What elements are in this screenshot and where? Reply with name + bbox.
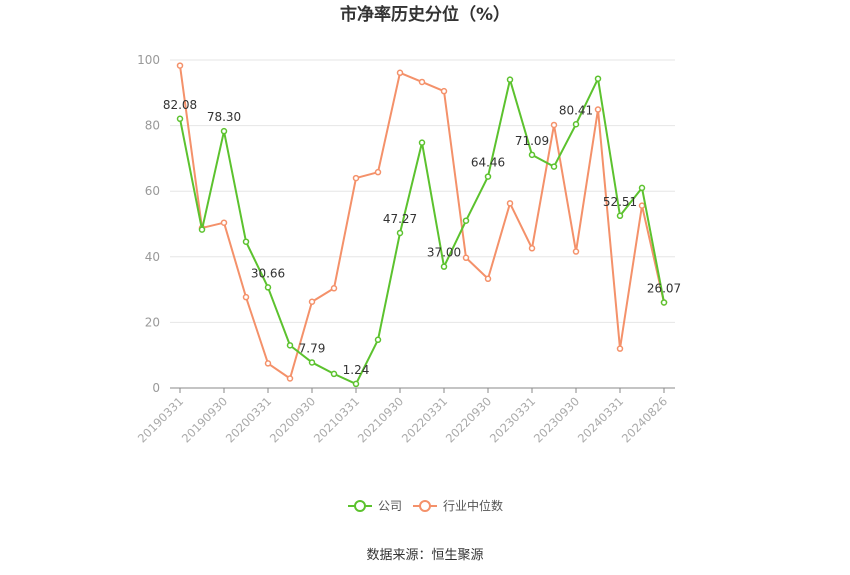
data-label: 71.09 — [515, 134, 549, 148]
legend-industry-marker — [419, 500, 431, 512]
y-tick-label: 40 — [145, 250, 160, 264]
industry-point — [242, 293, 250, 301]
data-label: 52.51 — [603, 195, 637, 209]
x-tick-label: 20200930 — [267, 394, 318, 445]
data-label: 1.24 — [343, 363, 370, 377]
industry-point — [396, 69, 404, 77]
industry-point — [484, 275, 492, 283]
grid-lines — [170, 59, 675, 323]
company-point — [396, 229, 404, 237]
industry-point — [352, 174, 360, 182]
industry-point — [176, 62, 184, 69]
industry-point — [528, 245, 536, 252]
x-tick-label: 20230331 — [487, 394, 538, 445]
legend-company-label: 公司 — [378, 499, 402, 513]
industry-point — [550, 121, 558, 129]
data-labels: 82.08 78.30 30.66 7.79 1.24 47.27 37.00 64.46 71… — [163, 98, 681, 377]
industry-point — [264, 360, 272, 367]
data-label: 30.66 — [251, 266, 285, 280]
x-tick-label: 20240331 — [575, 394, 626, 445]
industry-point — [462, 254, 470, 262]
x-tick-label: 20210331 — [311, 394, 362, 445]
data-label: 82.08 — [163, 98, 197, 112]
industry-point — [440, 87, 448, 95]
company-point — [484, 173, 492, 180]
chart-title: 市净率历史分位（%） — [340, 4, 510, 25]
company-point — [616, 212, 624, 220]
company-point — [638, 184, 646, 192]
industry-point — [616, 345, 624, 352]
data-label: 78.30 — [207, 110, 241, 124]
data-label: 37.00 — [427, 246, 461, 260]
company-point — [572, 121, 580, 128]
company-point — [506, 76, 514, 83]
industry-point — [594, 106, 602, 113]
data-label: 7.79 — [299, 341, 326, 355]
x-tick-label: 20190331 — [135, 394, 186, 445]
data-label: 64.46 — [471, 156, 505, 170]
company-point — [462, 217, 470, 224]
series-company — [176, 75, 668, 388]
x-tick-label: 20210930 — [355, 394, 406, 445]
company-point — [352, 380, 360, 388]
company-point — [242, 238, 250, 245]
x-tick-label: 20190930 — [179, 394, 230, 445]
x-tick-label: 20230930 — [531, 394, 582, 445]
x-tick-label: 20200331 — [223, 394, 274, 445]
data-label: 47.27 — [383, 212, 417, 226]
data-label: 26.07 — [647, 281, 681, 295]
legend-item-company[interactable]: 公司 — [348, 499, 402, 513]
company-point — [286, 342, 294, 349]
y-tick-label: 80 — [145, 119, 160, 133]
x-tick-label: 20220331 — [399, 394, 450, 445]
x-tick-label: 20220930 — [443, 394, 494, 445]
industry-point — [638, 202, 646, 209]
y-tick-label: 0 — [152, 381, 160, 395]
y-tick-label: 20 — [145, 315, 160, 329]
x-tick-label: 20240826 — [619, 394, 670, 445]
series-layer — [176, 62, 668, 388]
legend-industry-label: 行业中位数 — [443, 498, 503, 513]
company-point — [220, 127, 228, 135]
industry-point — [220, 219, 228, 226]
company-point — [550, 163, 558, 170]
company-point — [528, 151, 536, 159]
y-tick-label: 60 — [145, 184, 160, 198]
company-point — [374, 336, 382, 344]
company-point — [418, 139, 426, 146]
industry-point — [308, 298, 316, 305]
y-tick-label: 100 — [137, 53, 160, 67]
company-point — [594, 75, 602, 82]
company-point — [660, 299, 668, 306]
industry-point — [374, 168, 382, 176]
legend[interactable]: 公司 行业中位数 — [348, 498, 503, 513]
company-point — [308, 359, 316, 366]
industry-point — [572, 248, 580, 255]
company-point — [176, 115, 184, 123]
company-point — [198, 226, 206, 233]
industry-point — [506, 200, 514, 207]
company-point — [440, 263, 448, 270]
industry-point — [286, 375, 294, 382]
industry-point — [418, 78, 426, 86]
source-note: 数据来源：恒生聚源 — [366, 548, 483, 563]
industry-point — [330, 285, 338, 292]
company-line — [179, 77, 665, 385]
y-axis: 0 20 40 60 80 100 — [137, 53, 160, 395]
company-point — [264, 284, 272, 291]
company-point — [330, 370, 338, 378]
x-axis: 2019033120190930202003312020093020210331… — [135, 387, 675, 446]
legend-company-marker — [354, 500, 366, 512]
legend-item-industry[interactable]: 行业中位数 — [413, 498, 503, 513]
data-label: 80.41 — [559, 103, 593, 117]
